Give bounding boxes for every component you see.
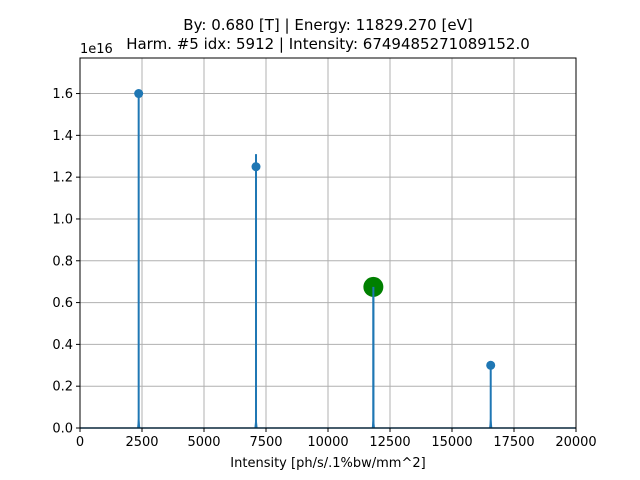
- peak-marker: [251, 162, 261, 172]
- peak-marker: [134, 89, 144, 99]
- y-tick-label: 1.6: [52, 87, 73, 102]
- x-axis-label: Intensity [ph/s/.1%bw/mm^2]: [230, 456, 425, 471]
- y-axis-ticks: 0.0 0.2 0.4 0.6 0.8 1.0 1.2 1.4 1.6: [52, 87, 80, 437]
- y-tick-label: 1.4: [52, 129, 73, 144]
- chart-title-line1: By: 0.680 [T] | Energy: 11829.270 [eV]: [183, 16, 472, 34]
- peak-marker: [486, 360, 496, 370]
- y-offset-label: 1e16: [80, 42, 113, 57]
- y-tick-label: 0.8: [52, 254, 73, 269]
- y-tick-label: 1.0: [52, 212, 73, 227]
- grid: [79, 58, 577, 429]
- x-tick-label: 2500: [125, 435, 158, 450]
- x-tick-label: 12500: [369, 435, 410, 450]
- x-tick-label: 20000: [555, 435, 596, 450]
- x-axis-ticks: 0 2500 5000 7500 10000 12500 15000 17500 20000: [76, 428, 597, 450]
- x-tick-label: 5000: [187, 435, 220, 450]
- x-tick-label: 0: [76, 435, 84, 450]
- x-tick-label: 17500: [493, 435, 534, 450]
- x-tick-label: 10000: [307, 435, 348, 450]
- y-tick-label: 0.0: [52, 422, 73, 437]
- y-tick-label: 0.2: [52, 380, 73, 395]
- chart-title-line2: Harm. #5 idx: 5912 | Intensity: 67494852…: [126, 35, 530, 53]
- y-tick-label: 1.2: [52, 171, 73, 186]
- y-tick-label: 0.6: [52, 296, 73, 311]
- x-tick-label: 15000: [431, 435, 472, 450]
- x-tick-label: 7500: [249, 435, 282, 450]
- y-tick-label: 0.4: [52, 338, 73, 353]
